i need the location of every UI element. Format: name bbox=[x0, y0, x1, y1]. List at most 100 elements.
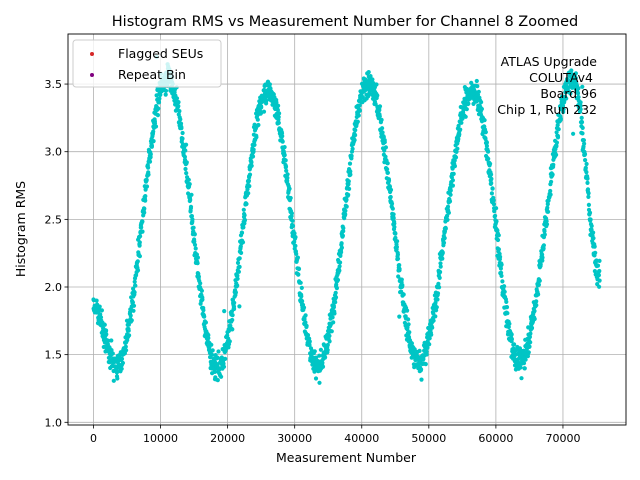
legend: Flagged SEUs Repeat Bin bbox=[72, 39, 222, 88]
data-point bbox=[337, 264, 342, 269]
data-point bbox=[312, 349, 317, 354]
data-point bbox=[277, 111, 282, 116]
data-point bbox=[189, 192, 194, 197]
data-point bbox=[463, 114, 468, 119]
data-point bbox=[178, 117, 183, 122]
data-point bbox=[176, 104, 181, 109]
data-point bbox=[597, 268, 602, 274]
data-point bbox=[529, 325, 535, 330]
x-tick-label: 0 bbox=[90, 432, 97, 445]
data-point bbox=[151, 139, 156, 144]
data-point bbox=[548, 192, 553, 197]
data-point bbox=[303, 320, 308, 325]
data-point bbox=[486, 156, 491, 161]
data-point bbox=[581, 138, 587, 143]
data-point bbox=[489, 172, 494, 177]
data-point bbox=[274, 100, 279, 105]
data-point bbox=[396, 274, 401, 279]
data-point bbox=[437, 285, 442, 290]
data-point bbox=[198, 281, 203, 286]
data-point bbox=[527, 344, 532, 349]
data-point bbox=[264, 98, 269, 103]
data-point bbox=[540, 255, 545, 260]
data-point bbox=[488, 161, 493, 166]
data-point bbox=[446, 210, 451, 215]
data-point bbox=[499, 273, 504, 278]
data-point bbox=[246, 191, 251, 196]
data-point bbox=[123, 344, 128, 349]
data-point bbox=[111, 378, 116, 383]
data-point bbox=[296, 266, 302, 272]
data-point bbox=[374, 82, 379, 87]
data-point bbox=[427, 342, 432, 347]
data-point bbox=[390, 206, 395, 211]
x-tick-label: 60000 bbox=[478, 432, 513, 445]
data-point bbox=[227, 339, 232, 344]
data-point bbox=[578, 107, 583, 112]
data-point bbox=[126, 328, 131, 333]
data-point bbox=[206, 333, 211, 338]
data-point bbox=[210, 352, 215, 357]
data-point bbox=[380, 130, 385, 135]
data-point bbox=[534, 299, 539, 304]
data-point bbox=[457, 132, 462, 137]
data-point bbox=[586, 202, 592, 207]
data-point bbox=[424, 352, 429, 357]
data-point bbox=[447, 199, 453, 204]
data-point bbox=[506, 324, 511, 330]
data-point bbox=[242, 213, 247, 218]
data-point bbox=[221, 361, 226, 366]
data-point bbox=[292, 239, 297, 244]
data-point bbox=[496, 233, 501, 238]
data-point bbox=[580, 131, 585, 136]
data-point bbox=[239, 230, 245, 235]
data-point bbox=[397, 314, 402, 319]
data-point bbox=[587, 210, 593, 215]
data-point bbox=[507, 321, 512, 326]
data-point bbox=[597, 278, 602, 283]
data-point bbox=[571, 131, 576, 136]
data-point bbox=[551, 162, 556, 167]
data-point bbox=[489, 176, 494, 181]
data-point bbox=[151, 129, 156, 134]
data-point bbox=[454, 149, 459, 154]
data-point bbox=[289, 211, 294, 216]
data-point bbox=[442, 236, 447, 241]
data-point bbox=[377, 114, 382, 119]
data-point bbox=[400, 283, 405, 288]
data-point bbox=[344, 197, 349, 202]
data-point bbox=[596, 273, 602, 278]
data-point bbox=[152, 121, 158, 126]
data-point bbox=[542, 229, 547, 234]
data-point bbox=[137, 240, 142, 245]
data-point bbox=[355, 119, 360, 124]
data-point bbox=[94, 298, 99, 303]
data-point bbox=[230, 313, 235, 318]
data-point bbox=[219, 374, 224, 379]
data-point bbox=[440, 256, 445, 261]
x-tick-label: 10000 bbox=[143, 432, 178, 445]
data-point bbox=[397, 263, 402, 268]
data-point bbox=[583, 165, 588, 170]
data-point bbox=[452, 158, 457, 163]
data-point bbox=[285, 172, 290, 177]
data-point bbox=[491, 198, 496, 203]
data-point bbox=[235, 276, 240, 281]
data-point bbox=[528, 340, 533, 345]
legend-marker-flagged-seus bbox=[90, 52, 94, 56]
data-point bbox=[528, 331, 533, 336]
data-point bbox=[450, 178, 455, 183]
x-axis-ticks: 0 10000 20000 30000 40000 50000 60000 70000 bbox=[90, 425, 580, 445]
data-point bbox=[97, 304, 102, 309]
data-point bbox=[346, 192, 351, 197]
data-point bbox=[295, 255, 300, 260]
data-point bbox=[423, 362, 428, 367]
data-point bbox=[221, 364, 227, 369]
data-point bbox=[283, 164, 289, 169]
legend-marker-repeat-bin bbox=[90, 73, 94, 77]
data-point bbox=[241, 207, 246, 212]
data-point bbox=[453, 155, 459, 160]
data-point bbox=[443, 226, 448, 231]
data-point bbox=[230, 317, 235, 323]
